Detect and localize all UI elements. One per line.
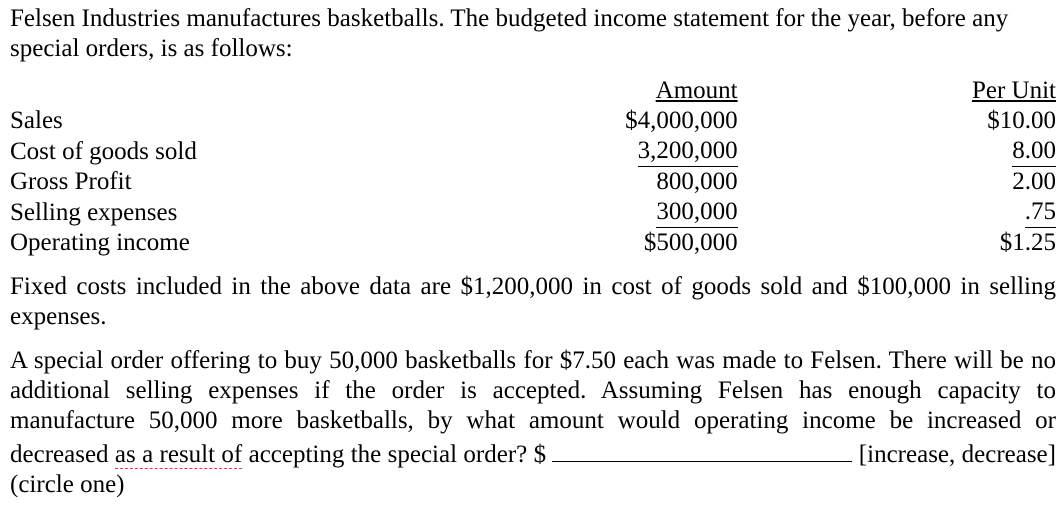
row-amount: $500,000 <box>374 228 738 258</box>
row-amount: $4,000,000 <box>374 106 738 136</box>
row-amount: 300,000 <box>374 197 738 228</box>
table-row: Sales$4,000,000$10.00 <box>10 106 1056 136</box>
row-label: Sales <box>10 106 374 136</box>
row-label: Operating income <box>10 228 374 258</box>
row-label: Gross Profit <box>10 167 374 197</box>
row-label: Selling expenses <box>10 197 374 228</box>
table-row: Gross Profit800,0002.00 <box>10 167 1056 197</box>
table-row: Operating income$500,000$1.25 <box>10 228 1056 258</box>
intro-paragraph: Felsen Industries manufactures basketbal… <box>10 4 1056 64</box>
intro-text: Felsen Industries manufactures basketbal… <box>10 5 1008 62</box>
row-per-unit: 8.00 <box>738 136 1056 167</box>
income-statement-table: Amount Per Unit Sales$4,000,000$10.00Cos… <box>10 76 1056 258</box>
table-row: Cost of goods sold3,200,0008.00 <box>10 136 1056 167</box>
question-part2: accepting the special order? $ <box>242 441 552 468</box>
question-paragraph: A special order offering to buy 50,000 b… <box>10 346 1056 500</box>
table-row: Selling expenses300,000.75 <box>10 197 1056 228</box>
row-per-unit: $10.00 <box>738 106 1056 136</box>
page-container: Felsen Industries manufactures basketbal… <box>0 0 1064 500</box>
fixed-costs-text: Fixed costs included in the above data a… <box>10 273 1056 330</box>
header-blank <box>10 76 374 106</box>
question-dotted-phrase: as a result of <box>115 441 242 469</box>
header-per-unit: Per Unit <box>738 76 1056 106</box>
fixed-costs-note: Fixed costs included in the above data a… <box>10 272 1056 332</box>
header-amount: Amount <box>374 76 738 106</box>
row-amount: 800,000 <box>374 167 738 197</box>
answer-blank[interactable] <box>552 436 852 462</box>
row-per-unit: .75 <box>738 197 1056 228</box>
row-amount: 3,200,000 <box>374 136 738 167</box>
row-per-unit: $1.25 <box>738 228 1056 258</box>
table-header-row: Amount Per Unit <box>10 76 1056 106</box>
row-label: Cost of goods sold <box>10 136 374 167</box>
row-per-unit: 2.00 <box>738 167 1056 197</box>
